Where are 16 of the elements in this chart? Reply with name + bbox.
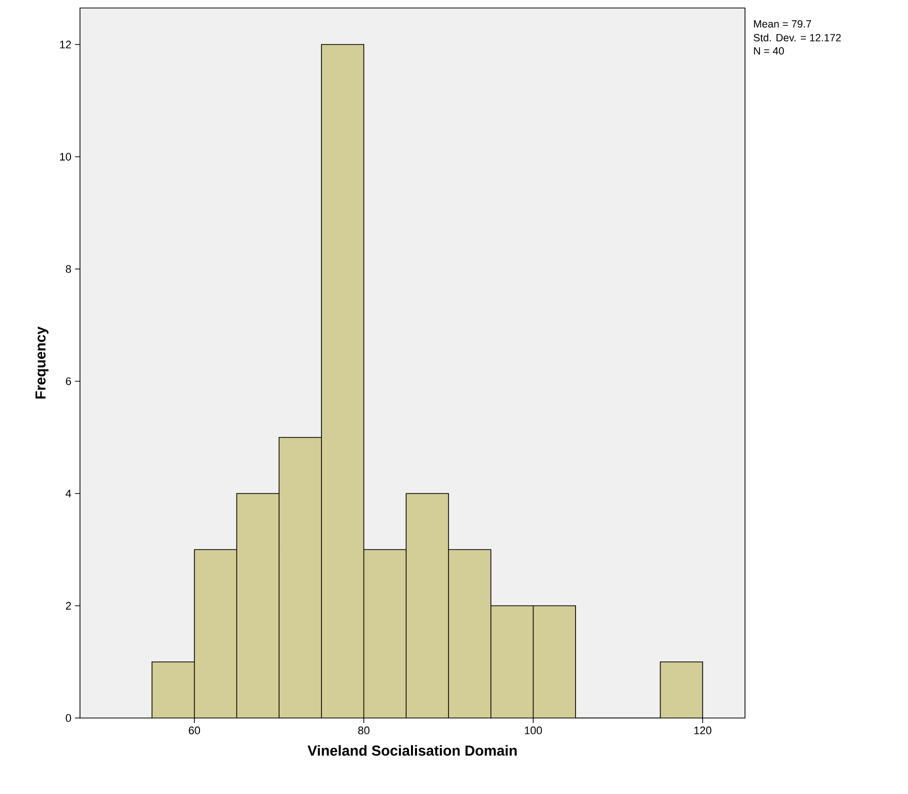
y-tick-label: 12 [60, 40, 71, 48]
y-tick-label: 0 [66, 714, 72, 722]
y-tick-label: 4 [66, 490, 72, 498]
x-tick-label: 100 [524, 726, 542, 734]
text: N = 40 [754, 47, 784, 55]
y-tick-label: 10 [60, 152, 72, 161]
text: Mean = 79.7 [754, 20, 812, 28]
x-tick-label: 80 [358, 726, 370, 734]
text: Std. Dev. = 12.172 [754, 34, 841, 42]
x-axis-title: Vineland Socialisation Domain [308, 745, 517, 756]
y-axis-title: Frequency [36, 326, 48, 399]
x-tick-label: 60 [188, 726, 200, 734]
y-tick-label: 2 [66, 602, 71, 610]
y-tick-label: 8 [66, 265, 71, 273]
y-tick-label: 6 [66, 377, 71, 386]
x-tick-label: 120 [694, 726, 712, 734]
